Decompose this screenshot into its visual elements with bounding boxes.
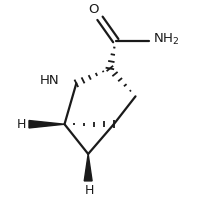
Text: HN: HN — [40, 74, 60, 87]
Text: H: H — [17, 118, 26, 131]
Text: NH$_2$: NH$_2$ — [153, 32, 180, 47]
Text: O: O — [88, 3, 98, 16]
Polygon shape — [84, 154, 92, 181]
Polygon shape — [29, 121, 64, 128]
Text: H: H — [84, 184, 94, 197]
